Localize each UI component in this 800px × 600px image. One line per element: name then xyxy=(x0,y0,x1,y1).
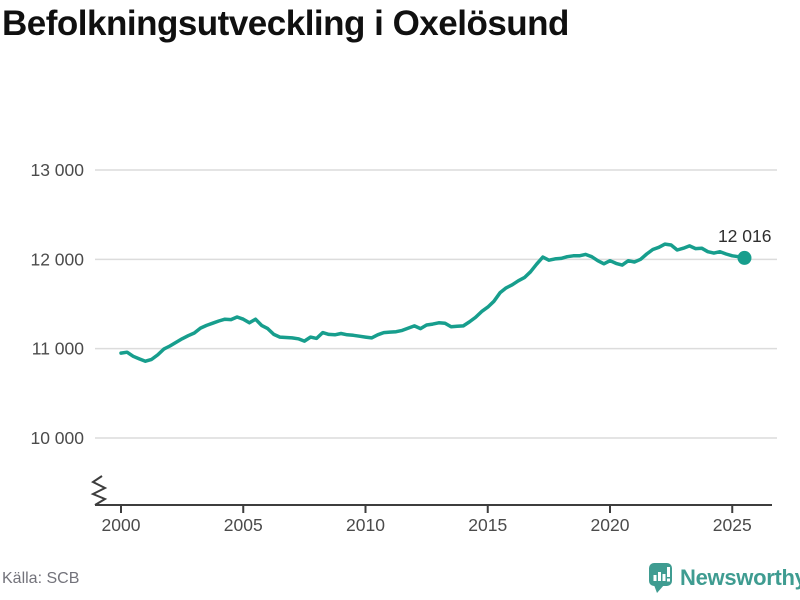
x-axis-label: 2025 xyxy=(713,515,752,535)
last-point-label: 12 016 xyxy=(718,226,772,246)
newsworthy-brand-link[interactable]: Newsworthy xyxy=(648,561,800,594)
y-axis-label: 13 000 xyxy=(30,160,84,180)
x-axis-label: 2015 xyxy=(468,515,507,535)
newsworthy-icon xyxy=(649,563,672,593)
newsworthy-wordmark: Newsworthy xyxy=(680,564,800,590)
x-axis-label: 2005 xyxy=(224,515,263,535)
population-line xyxy=(119,242,747,363)
y-axis-label: 12 000 xyxy=(30,249,84,269)
y-axis-label: 10 000 xyxy=(30,428,84,448)
x-axis-label: 2020 xyxy=(591,515,630,535)
axis-break-icon xyxy=(90,475,108,506)
x-axis-label: 2000 xyxy=(102,515,141,535)
source-label: Källa: SCB xyxy=(2,570,80,587)
last-point-marker xyxy=(737,250,752,265)
x-axis-label: 2010 xyxy=(346,515,385,535)
y-axis-label: 11 000 xyxy=(32,339,84,359)
page-title: Befolkningsutveckling i Oxelösund xyxy=(2,4,569,43)
